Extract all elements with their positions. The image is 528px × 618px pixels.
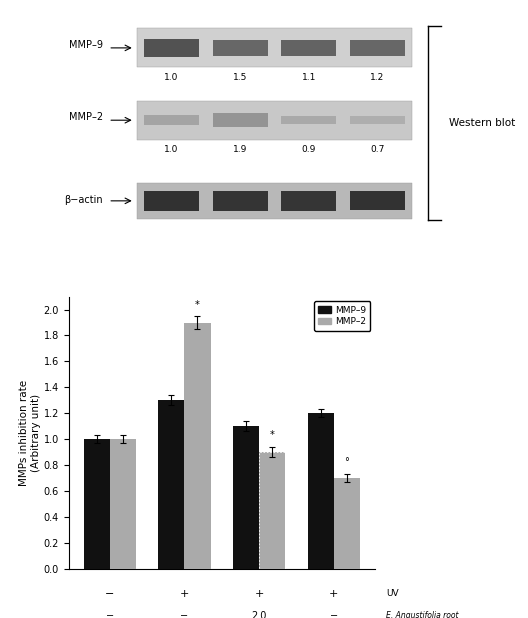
Bar xyxy=(350,116,405,124)
Bar xyxy=(144,116,199,125)
Bar xyxy=(137,28,412,67)
Text: 2.0: 2.0 xyxy=(251,611,267,618)
Bar xyxy=(137,101,412,140)
Text: E. Angustifolia root: E. Angustifolia root xyxy=(386,611,459,618)
Bar xyxy=(83,439,110,569)
Bar xyxy=(281,191,336,211)
Text: UV: UV xyxy=(386,589,399,598)
Text: −: − xyxy=(330,611,338,618)
Bar xyxy=(110,439,136,569)
Bar xyxy=(334,478,360,569)
Text: −: − xyxy=(181,611,188,618)
Bar xyxy=(350,192,405,210)
Bar xyxy=(144,39,199,57)
Text: *: * xyxy=(270,430,275,441)
Text: 1.0: 1.0 xyxy=(164,73,179,82)
Text: MMP–9: MMP–9 xyxy=(69,40,103,50)
Bar xyxy=(213,191,268,211)
Bar xyxy=(137,183,412,219)
Text: 1.0: 1.0 xyxy=(164,145,179,154)
Bar xyxy=(350,40,405,56)
Bar xyxy=(158,400,184,569)
Bar xyxy=(308,413,334,569)
Bar xyxy=(184,323,211,569)
Legend: MMP–9, MMP–2: MMP–9, MMP–2 xyxy=(314,301,370,331)
Text: 0.9: 0.9 xyxy=(301,145,316,154)
Text: 1.9: 1.9 xyxy=(233,145,248,154)
Text: 1.5: 1.5 xyxy=(233,73,248,82)
Bar xyxy=(233,426,259,569)
Bar xyxy=(259,452,285,569)
Text: −: − xyxy=(106,611,114,618)
Bar xyxy=(259,452,285,569)
Bar xyxy=(281,116,336,124)
Bar xyxy=(144,191,199,211)
Bar xyxy=(213,113,268,127)
Text: 0.7: 0.7 xyxy=(370,145,385,154)
Bar xyxy=(281,40,336,56)
Text: +: + xyxy=(180,589,189,599)
Text: Western blot: Western blot xyxy=(449,118,515,128)
Text: °: ° xyxy=(344,457,350,468)
Text: MMP–2: MMP–2 xyxy=(69,112,103,122)
Text: +: + xyxy=(329,589,338,599)
Text: 1.1: 1.1 xyxy=(301,73,316,82)
Text: +: + xyxy=(254,589,264,599)
Text: *: * xyxy=(195,300,200,310)
Text: −: − xyxy=(105,589,115,599)
Bar xyxy=(213,40,268,56)
Text: 1.2: 1.2 xyxy=(371,73,384,82)
Y-axis label: MMPs inhibition rate
(Arbitrary unit): MMPs inhibition rate (Arbitrary unit) xyxy=(19,379,41,486)
Text: β−actin: β−actin xyxy=(64,195,103,205)
